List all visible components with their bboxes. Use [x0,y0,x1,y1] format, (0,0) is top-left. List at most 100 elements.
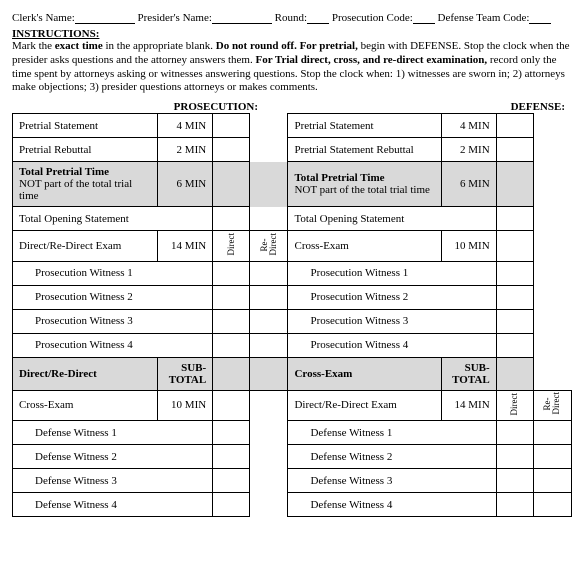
cell-blank[interactable] [250,261,288,285]
cell-blank[interactable] [496,469,533,493]
instr-t2: in the appropriate blank. [103,40,216,52]
direct-vertical: Direct [213,231,250,262]
cell-label: Defense Witness 4 [13,493,213,517]
cell-blank[interactable] [496,162,533,207]
cell-blank[interactable] [533,493,571,517]
round-blank[interactable] [307,13,329,24]
table-row: Prosecution Witness 3 Prosecution Witnes… [13,309,572,333]
table-row: Defense Witness 4 Defense Witness 4 [13,493,572,517]
pcode-blank[interactable] [413,13,435,24]
cell-blank[interactable] [213,285,250,309]
cell-time: 4 MIN [441,114,496,138]
presider-label: Presider's Name: [138,12,212,24]
table-row: Defense Witness 3 Defense Witness 3 [13,469,572,493]
cell-blank[interactable] [533,445,571,469]
cell-label: Prosecution Witness 3 [288,309,496,333]
cell-blank[interactable] [213,469,250,493]
cell-blank[interactable] [496,207,533,231]
cell-time: 10 MIN [158,390,213,421]
cell-blank[interactable] [213,261,250,285]
cell-blank[interactable] [213,162,250,207]
cell-blank[interactable] [496,231,533,262]
cell-blank[interactable] [496,138,533,162]
cell-blank[interactable] [496,261,533,285]
cell-label: Defense Witness 2 [288,445,496,469]
cell-blank[interactable] [496,114,533,138]
dcode-blank[interactable] [529,13,551,24]
cell-label: Pretrial Statement [288,114,441,138]
table-row: Total Opening Statement Total Opening St… [13,207,572,231]
cell-label: Pretrial Rebuttal [13,138,158,162]
table-row: Cross-Exam 10 MIN Direct/Re-Direct Exam … [13,390,572,421]
dcode-label: Defense Team Code: [438,12,530,24]
cell-label: Prosecution Witness 2 [13,285,213,309]
clerk-blank[interactable] [75,13,135,24]
redirect-vertical: Re-Direct [250,231,288,262]
cell-blank[interactable] [496,445,533,469]
cell-time: 14 MIN [441,390,496,421]
pcode-label: Prosecution Code: [332,12,413,24]
cell-blank[interactable] [496,285,533,309]
redirect-vertical: Re-Direct [533,390,571,421]
cell-blank[interactable] [213,390,250,421]
cell-blank[interactable] [496,357,533,390]
clerk-label: Clerk's Name: [12,12,75,24]
column-headers: PROSECUTION: DEFENSE: [12,101,573,113]
cell-blank[interactable] [213,493,250,517]
cell-time: 6 MIN [441,162,496,207]
cell-blank[interactable] [250,285,288,309]
instructions-title: INSTRUCTIONS: [12,28,573,40]
presider-blank[interactable] [212,13,272,24]
cell-blank[interactable] [496,493,533,517]
cell-label: SUB-TOTAL [158,357,213,390]
cell-blank[interactable] [213,138,250,162]
cell-label: Defense Witness 3 [13,469,213,493]
cell-blank[interactable] [496,309,533,333]
cell-label: Direct/Re-Direct Exam [288,390,441,421]
table-row: Prosecution Witness 4 Prosecution Witnes… [13,333,572,357]
cell-label: Cross-Exam [13,390,158,421]
table-row: Direct/Re-Direct Exam 14 MIN Direct Re-D… [13,231,572,262]
prosecution-header: PROSECUTION: [12,101,262,113]
cell-time: 2 MIN [441,138,496,162]
cell-label: Defense Witness 2 [13,445,213,469]
cell-time: 14 MIN [158,231,213,262]
cell-blank[interactable] [496,421,533,445]
cell-blank[interactable] [250,357,288,390]
table-row: Defense Witness 2 Defense Witness 2 [13,445,572,469]
table-row: Direct/Re-Direct SUB-TOTAL Cross-Exam SU… [13,357,572,390]
cell-label: Direct/Re-Direct [13,357,158,390]
cell-label: Prosecution Witness 3 [13,309,213,333]
cell-blank[interactable] [213,421,250,445]
cell-time: 6 MIN [158,162,213,207]
cell-blank[interactable] [250,309,288,333]
instructions-body: Mark the exact time in the appropriate b… [12,40,573,95]
round-label: Round: [275,12,307,24]
cell-blank[interactable] [213,445,250,469]
cell-blank[interactable] [213,309,250,333]
table-row: Pretrial Statement 4 MIN Pretrial Statem… [13,114,572,138]
cell-label: Total Pretrial TimeNOT part of the total… [288,162,441,207]
cell-blank[interactable] [213,114,250,138]
instr-t3b: For Trial direct, cross, and re-direct e… [255,54,487,66]
cell-label: SUB-TOTAL [441,357,496,390]
cell-blank[interactable] [213,357,250,390]
cell-blank[interactable] [213,333,250,357]
cell-label: Total Opening Statement [288,207,496,231]
instr-t1: Mark the [12,40,55,52]
cell-label: Total Opening Statement [13,207,213,231]
timesheet-table: Pretrial Statement 4 MIN Pretrial Statem… [12,113,572,517]
instr-t1b: exact time [55,40,103,52]
table-row: Prosecution Witness 2 Prosecution Witnes… [13,285,572,309]
cell-blank[interactable] [533,469,571,493]
table-row: Pretrial Rebuttal 2 MIN Pretrial Stateme… [13,138,572,162]
cell-blank[interactable] [533,421,571,445]
cell-blank[interactable] [496,333,533,357]
cell-label: Cross-Exam [288,357,441,390]
cell-blank[interactable] [213,207,250,231]
defense-header: DEFENSE: [483,101,573,113]
cell-blank[interactable] [250,333,288,357]
table-row: Prosecution Witness 1 Prosecution Witnes… [13,261,572,285]
cell-label: Pretrial Statement [13,114,158,138]
cell-label: Pretrial Statement Rebuttal [288,138,441,162]
